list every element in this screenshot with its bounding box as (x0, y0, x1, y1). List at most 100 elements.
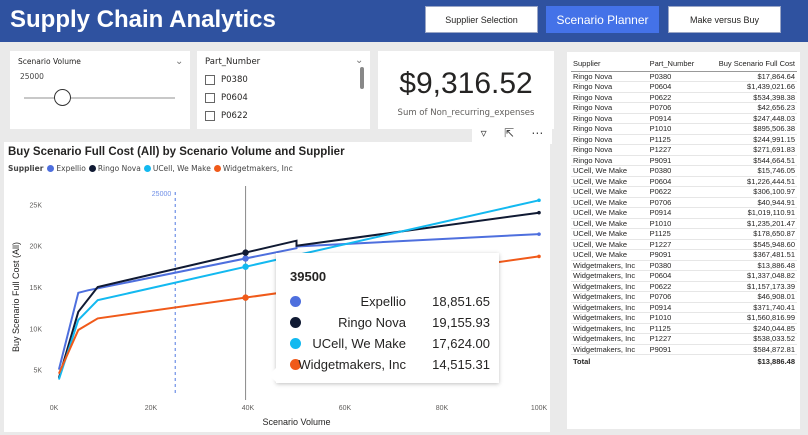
supplier-cell: UCell, We Make (571, 239, 648, 250)
full-cost-cell: $40,944.91 (703, 197, 797, 208)
tooltip-row-ucell-we-make: UCell, We Make 17,624.00 (290, 336, 490, 352)
part-option-p0604[interactable]: P0604 (205, 93, 248, 103)
checkbox[interactable] (205, 93, 215, 103)
table-row[interactable]: UCell, We Make P0604 $1,226,444.51 (571, 176, 797, 187)
focus-mode-icon[interactable]: ⇱ (503, 126, 515, 140)
checkbox[interactable] (205, 111, 215, 121)
supplier-cell: Ringo Nova (571, 81, 648, 93)
column-header-full-cost[interactable]: Buy Scenario Full Cost (703, 57, 797, 72)
table-row[interactable]: Widgetmakers, Inc P0706 $46,908.01 (571, 291, 797, 303)
part-option-p0380[interactable]: P0380 (205, 75, 248, 85)
table-header-row: Supplier Part_Number Buy Scenario Full C… (571, 57, 797, 72)
series-end-point (537, 210, 541, 215)
y-tick-label: 25K (30, 202, 43, 209)
table-row[interactable]: Ringo Nova P0604 $1,439,021.66 (571, 81, 797, 93)
part-number-cell: P1010 (647, 312, 704, 324)
legend-item-expellio[interactable]: Expellio (47, 164, 86, 173)
column-header-part-number[interactable]: Part_Number (647, 57, 704, 72)
table-row[interactable]: Widgetmakers, Inc P0914 $371,740.41 (571, 302, 797, 313)
full-cost-cell: $46,908.01 (703, 291, 797, 303)
table-row[interactable]: Ringo Nova P9091 $544,664.51 (571, 155, 797, 166)
part-number-cell: P0914 (647, 302, 704, 313)
part-option-label: P0604 (221, 93, 248, 103)
slider-handle[interactable] (54, 89, 71, 106)
part-number-cell: P0380 (647, 165, 704, 177)
filter-icon[interactable]: ▿ (480, 126, 487, 140)
part-number-slicer: Part_Number ⌄ P0380 P0604 P0622 (197, 51, 370, 129)
chevron-down-icon[interactable]: ⌄ (175, 56, 184, 67)
supplier-cell: Widgetmakers, Inc (571, 312, 648, 324)
column-header-supplier[interactable]: Supplier (571, 57, 648, 72)
series-end-point (537, 232, 541, 236)
scenario-volume-value: 25000 (20, 72, 44, 81)
table-row[interactable]: Ringo Nova P1010 $895,506.38 (571, 123, 797, 135)
table-row[interactable]: UCell, We Make P1010 $1,235,201.47 (571, 218, 797, 229)
table-row[interactable]: Widgetmakers, Inc P1227 $538,033.52 (571, 333, 797, 345)
slicer-scrollbar[interactable] (360, 67, 364, 89)
slider-track[interactable] (24, 97, 175, 99)
table-row[interactable]: UCell, We Make P0706 $40,944.91 (571, 197, 797, 208)
table-row[interactable]: UCell, We Make P9091 $367,481.51 (571, 249, 797, 261)
checkbox[interactable] (205, 75, 215, 85)
table-row[interactable]: Ringo Nova P0622 $534,398.38 (571, 92, 797, 103)
part-number-cell: P0914 (647, 113, 704, 124)
table-row[interactable]: Widgetmakers, Inc P1010 $1,560,816.99 (571, 312, 797, 324)
full-cost-cell: $247,448.03 (703, 113, 797, 124)
part-option-p0622[interactable]: P0622 (205, 111, 248, 121)
full-cost-cell: $1,439,021.66 (703, 81, 797, 93)
full-cost-cell: $1,235,201.47 (703, 218, 797, 229)
legend-item-widgetmakers-inc[interactable]: Widgetmakers, Inc (213, 164, 293, 173)
table-row[interactable]: Widgetmakers, Inc P0622 $1,157,173.39 (571, 281, 797, 292)
table-row[interactable]: Ringo Nova P0914 $247,448.03 (571, 113, 797, 124)
y-tick-label: 5K (33, 368, 42, 375)
table-row[interactable]: Ringo Nova P0706 $42,656.23 (571, 102, 797, 114)
chevron-down-icon[interactable]: ⌄ (355, 55, 364, 66)
tooltip-dot (290, 317, 301, 328)
table-row[interactable]: UCell, We Make P1125 $178,650.87 (571, 228, 797, 240)
part-number-cell: P9091 (647, 344, 704, 355)
full-cost-cell: $13,886.48 (703, 260, 797, 271)
table-row[interactable]: UCell, We Make P0914 $1,019,110.91 (571, 207, 797, 219)
supplier-cell: Widgetmakers, Inc (571, 281, 648, 292)
kpi-label: Sum of Non_recurring_expenses (397, 108, 535, 118)
part-number-cell: P0380 (647, 71, 704, 82)
legend-item-ucell-we-make[interactable]: UCell, We Make (143, 164, 211, 173)
table-row[interactable]: Ringo Nova P0380 $17,864.64 (571, 71, 797, 82)
series-line-ringo-nova[interactable] (57, 211, 540, 379)
full-cost-cell: $306,100.97 (703, 186, 797, 198)
supplier-cell: Ringo Nova (571, 92, 648, 103)
supplier-cell: UCell, We Make (571, 197, 648, 208)
table-row[interactable]: Widgetmakers, Inc P0380 $13,886.48 (571, 260, 797, 271)
y-tick-label: 20K (30, 244, 43, 251)
supplier-selection-button[interactable]: Supplier Selection (425, 6, 538, 33)
full-cost-cell: $371,740.41 (703, 302, 797, 313)
hover-point (242, 249, 249, 256)
table-row[interactable]: UCell, We Make P1227 $545,948.60 (571, 239, 797, 250)
tooltip-heading: 39500 (290, 269, 327, 284)
supplier-cell: Ringo Nova (571, 102, 648, 114)
tooltip-dot (290, 359, 301, 370)
more-options-icon[interactable]: ⋯ (531, 126, 544, 140)
table-row[interactable]: Widgetmakers, Inc P0604 $1,337,048.82 (571, 270, 797, 282)
supplier-cell: Ringo Nova (571, 113, 648, 124)
table-row[interactable]: UCell, We Make P0380 $15,746.05 (571, 165, 797, 177)
supplier-cell: UCell, We Make (571, 218, 648, 229)
supplier-cost-table-card: Supplier Part_Number Buy Scenario Full C… (567, 52, 800, 429)
part-number-cell: P1125 (647, 134, 704, 145)
table-row[interactable]: Ringo Nova P1227 $271,691.83 (571, 144, 797, 156)
scenario-planner-button[interactable]: Scenario Planner (546, 6, 659, 33)
full-cost-cell: $895,506.38 (703, 123, 797, 135)
x-axis-title: Scenario Volume (262, 417, 330, 427)
table-row[interactable]: Widgetmakers, Inc P9091 $584,872.81 (571, 344, 797, 355)
legend-item-ringo-nova[interactable]: Ringo Nova (88, 164, 141, 173)
part-number-cell: P0706 (647, 197, 704, 208)
supplier-cell: Widgetmakers, Inc (571, 302, 648, 313)
table-row[interactable]: Widgetmakers, Inc P1125 $240,044.85 (571, 323, 797, 334)
legend-dot (88, 165, 96, 172)
table-row[interactable]: Ringo Nova P1125 $244,991.15 (571, 134, 797, 145)
legend-label: Ringo Nova (97, 164, 141, 173)
part-number-cell: P0706 (647, 102, 704, 114)
series-line-expellio[interactable] (57, 233, 540, 370)
make-versus-buy-button[interactable]: Make versus Buy (668, 6, 781, 33)
table-row[interactable]: UCell, We Make P0622 $306,100.97 (571, 186, 797, 198)
